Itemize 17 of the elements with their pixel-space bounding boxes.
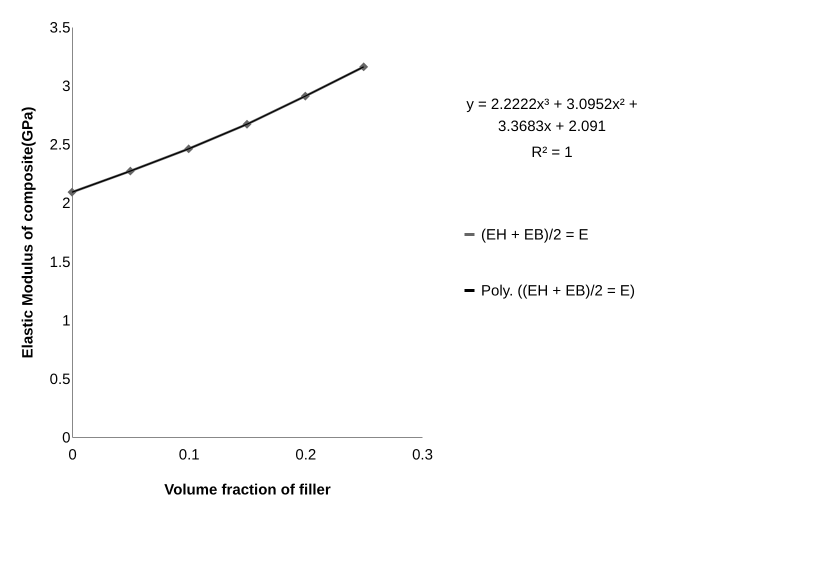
y-tick-label: 3.5	[50, 20, 70, 36]
legend-label: Poly. ((EH + EB)/2 = E)	[481, 282, 635, 300]
text: R² = 1	[531, 144, 573, 161]
x-axis-title: Volume fraction of filler	[164, 482, 331, 498]
y-tick-label: 0	[62, 430, 70, 446]
y-tick-label: 3	[62, 78, 70, 96]
y-tick-label: 2	[62, 195, 70, 212]
legend-label: (EH + EB)/2 = E	[481, 226, 589, 244]
text: y = 2.2222x³ + 3.0952x² + 3.3683x + 2.091	[466, 96, 638, 135]
y-axis-title: Elastic Modulus of composite(GPa)	[20, 106, 37, 358]
x-tick-label: 0.2	[295, 446, 316, 464]
x-tick-label: 0.1	[178, 446, 200, 464]
y-tick-label: 0.5	[50, 370, 70, 388]
x-tick-label: 0.3	[412, 446, 433, 464]
y-tick-label: 2.5	[50, 136, 70, 154]
y-tick-label: 1	[62, 312, 70, 330]
y-tick-label: 1.5	[50, 254, 70, 271]
